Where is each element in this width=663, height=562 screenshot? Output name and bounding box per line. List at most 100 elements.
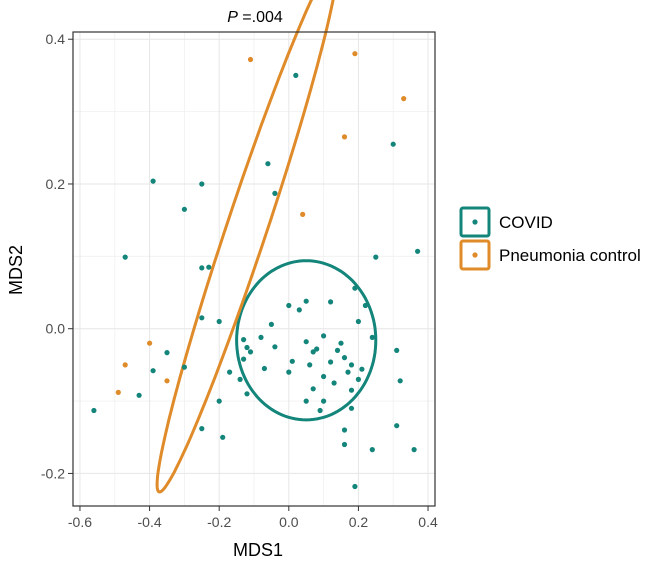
point-covid	[328, 299, 334, 305]
legend-dot-covid	[472, 219, 478, 225]
point-covid	[390, 141, 396, 147]
y-tick-label: 0.0	[46, 321, 66, 337]
point-covid	[355, 318, 361, 325]
x-tick-label: -0.4	[138, 514, 162, 530]
point-covid	[150, 368, 156, 374]
x-tick-label: -0.6	[68, 514, 92, 530]
ellipses-layer	[155, 0, 378, 494]
point-covid	[164, 350, 170, 356]
point-covid	[272, 344, 278, 350]
point-covid	[352, 285, 358, 291]
point-covid	[307, 362, 313, 368]
point-covid	[247, 349, 254, 355]
point-covid	[241, 356, 247, 362]
point-covid	[199, 181, 205, 187]
y-tick-label: -0.2	[41, 465, 65, 481]
point-covid	[303, 339, 309, 345]
legend-item-covid: COVID	[459, 206, 553, 238]
point-pneumonia-control	[401, 96, 407, 102]
x-tick-label: -0.2	[207, 514, 231, 530]
point-covid	[296, 307, 302, 313]
x-tick-label: 0.2	[349, 514, 369, 530]
point-covid	[341, 427, 348, 433]
point-covid	[220, 434, 226, 440]
point-covid	[338, 340, 344, 346]
point-covid	[216, 398, 222, 404]
point-covid	[310, 349, 316, 355]
point-covid	[314, 346, 320, 352]
point-covid	[244, 344, 250, 351]
point-covid	[373, 254, 379, 260]
legend-item-pneumonia-control: Pneumonia control	[459, 239, 641, 271]
legend-label-covid: COVID	[499, 213, 553, 232]
point-covid	[237, 376, 243, 382]
ellipse-pneumonia-control	[155, 0, 335, 494]
ellipse-covid	[235, 259, 378, 422]
x-axis-title: MDS1	[233, 540, 283, 560]
point-covid	[355, 376, 361, 382]
point-covid	[369, 447, 375, 453]
point-covid	[310, 386, 316, 392]
y-tick-label: 0.4	[46, 31, 66, 47]
point-covid	[394, 347, 400, 353]
legend: COVID Pneumonia control	[459, 206, 641, 271]
points-layer	[91, 51, 421, 490]
point-covid	[181, 364, 187, 370]
point-covid	[321, 333, 327, 339]
point-covid	[286, 369, 292, 375]
point-covid	[150, 178, 156, 184]
point-covid	[352, 483, 358, 490]
point-covid	[341, 355, 348, 361]
point-covid	[341, 441, 348, 448]
point-covid	[268, 321, 274, 327]
point-covid	[362, 302, 368, 309]
point-covid	[289, 358, 295, 364]
point-covid	[394, 423, 400, 429]
point-covid	[241, 337, 247, 343]
point-covid	[411, 447, 417, 453]
point-covid	[91, 407, 97, 414]
point-covid	[227, 369, 233, 375]
point-covid	[348, 387, 355, 393]
legend-dot-pneumonia-control	[472, 252, 478, 258]
point-pneumonia-control	[147, 340, 153, 346]
y-axis-title: MDS2	[6, 245, 26, 295]
point-covid	[415, 248, 421, 254]
x-tick-label: 0.0	[279, 514, 299, 530]
point-covid	[265, 161, 271, 167]
point-covid	[317, 407, 323, 414]
point-covid	[181, 206, 187, 212]
point-covid	[369, 334, 375, 340]
point-covid	[244, 391, 250, 397]
point-covid	[293, 72, 299, 78]
point-pneumonia-control	[341, 134, 348, 140]
point-pneumonia-control	[164, 378, 170, 384]
point-pneumonia-control	[122, 362, 128, 368]
x-tick-label: 0.4	[418, 514, 438, 530]
point-covid	[331, 380, 337, 386]
plot-border	[72, 31, 436, 507]
point-covid	[348, 362, 355, 368]
point-covid	[303, 298, 309, 304]
point-covid	[216, 318, 222, 325]
point-covid	[345, 369, 351, 375]
point-covid	[328, 359, 334, 365]
y-tick-label: 0.2	[46, 176, 66, 192]
point-covid	[397, 378, 403, 384]
grid-lines	[73, 32, 435, 506]
point-covid	[303, 398, 309, 404]
legend-label-pneumonia-control: Pneumonia control	[499, 246, 641, 265]
point-pneumonia-control	[300, 211, 306, 217]
point-pneumonia-control	[352, 51, 358, 57]
point-covid	[272, 190, 278, 196]
point-covid	[258, 334, 264, 340]
point-covid	[199, 265, 205, 271]
point-covid	[334, 347, 341, 353]
point-covid	[359, 366, 365, 372]
point-covid	[321, 398, 327, 404]
point-covid	[348, 405, 355, 411]
point-covid	[261, 365, 267, 372]
point-covid	[122, 254, 128, 260]
point-covid	[321, 373, 327, 380]
